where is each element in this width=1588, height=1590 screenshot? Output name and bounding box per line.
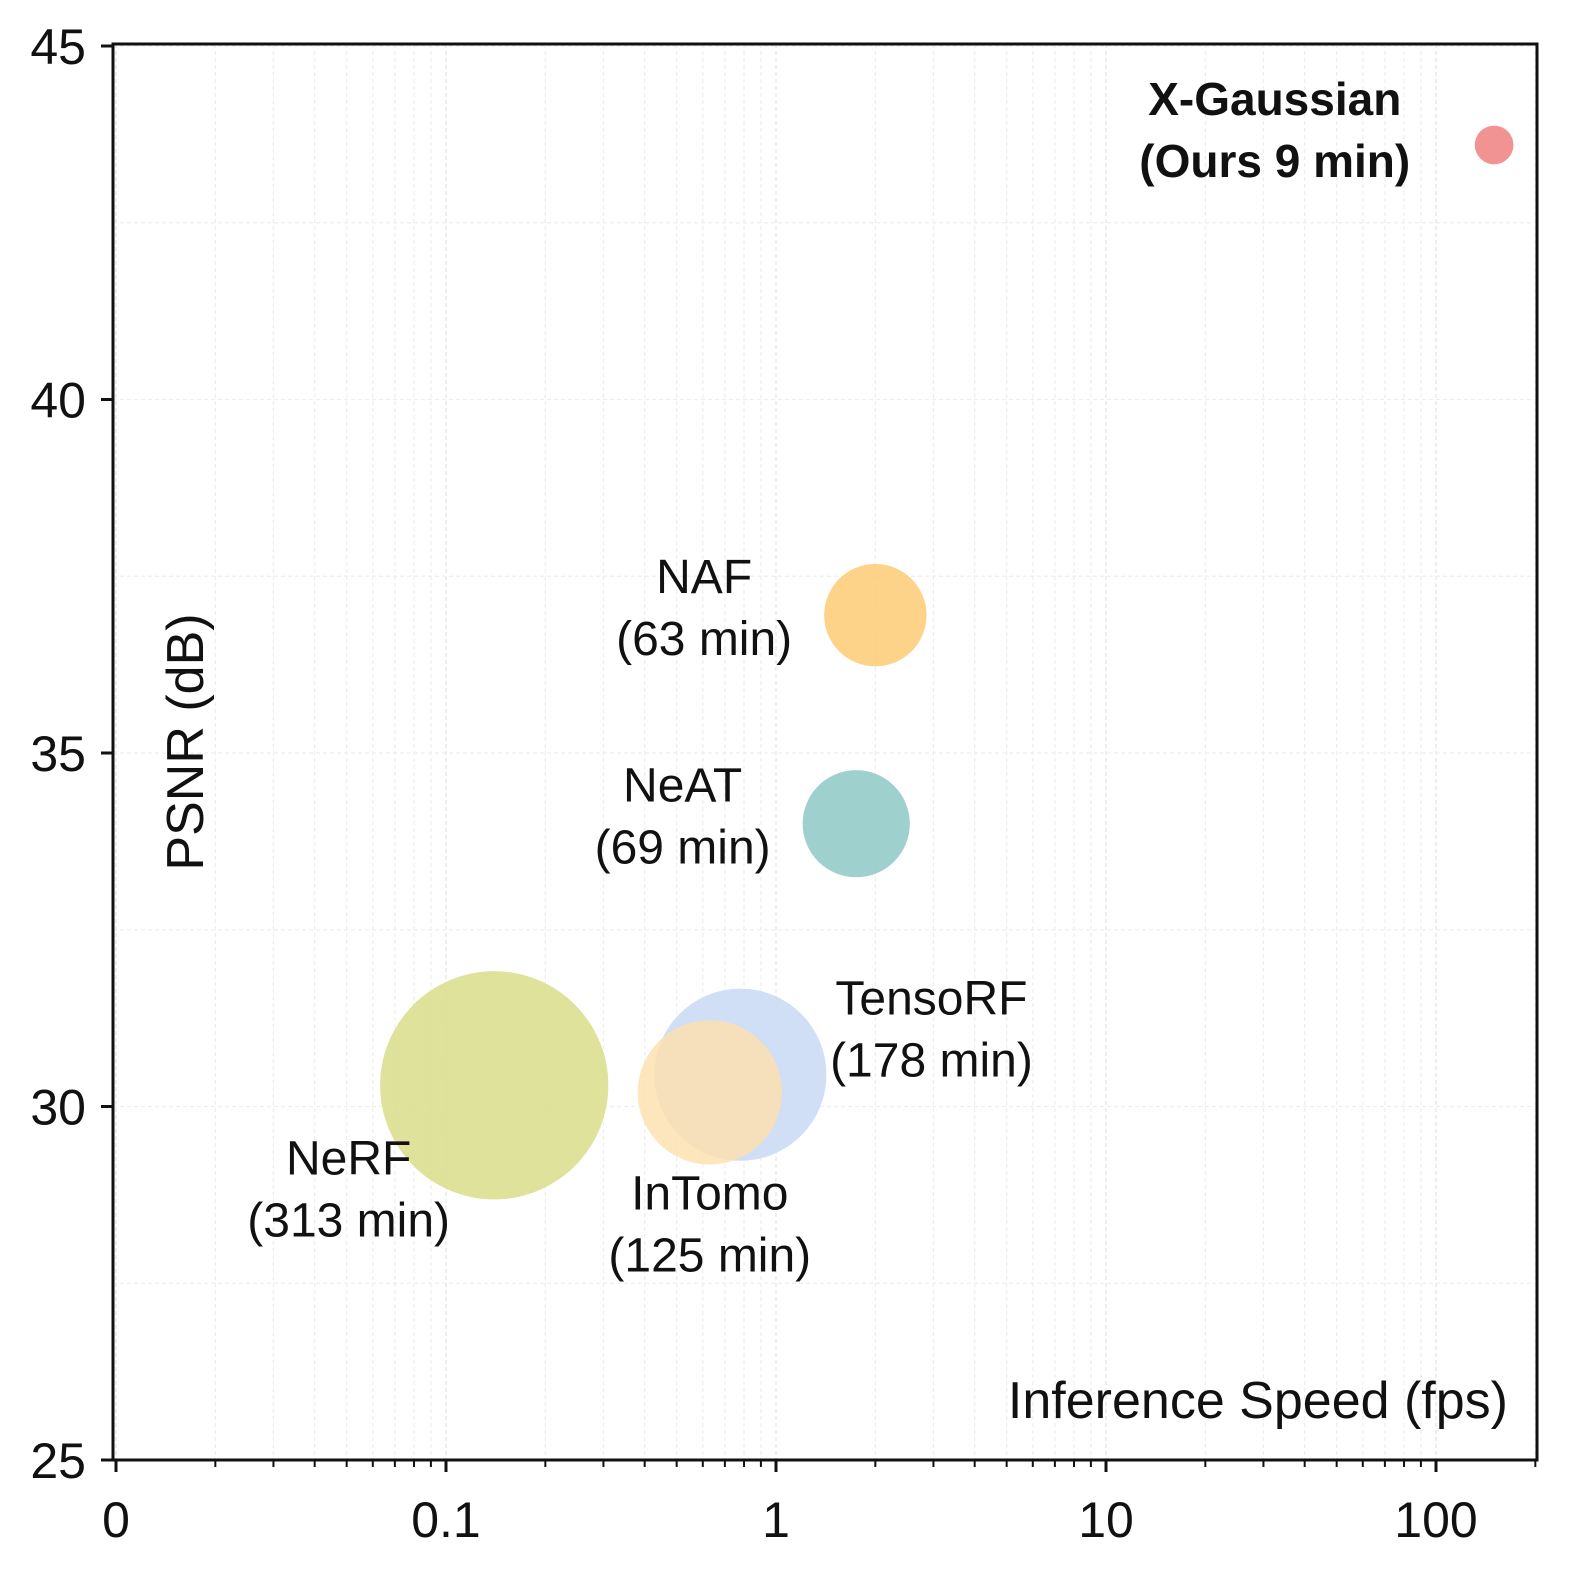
point-time-label: (125 min) bbox=[608, 1229, 811, 1282]
point-name-label: NeRF bbox=[286, 1133, 411, 1186]
x-tick-label: 10 bbox=[1078, 1492, 1134, 1548]
point-labels: NeRF (313 min) TensoRF (178 min) InTomo (125 … bbox=[247, 73, 1410, 1282]
grid bbox=[113, 44, 1537, 1460]
bubble-naf bbox=[824, 563, 927, 667]
x-tick-label: 0.1 bbox=[411, 1492, 481, 1548]
y-tick-label: 30 bbox=[30, 1080, 86, 1136]
point-time-label: (178 min) bbox=[830, 1035, 1033, 1088]
bubble-intomo bbox=[637, 1020, 782, 1165]
point-time-label: (63 min) bbox=[616, 613, 792, 666]
bubble-x-gaussian bbox=[1474, 125, 1514, 165]
y-axis-title: PSNR (dB) bbox=[157, 613, 215, 870]
point-name-label: NAF bbox=[656, 551, 752, 604]
y-tick-label: 25 bbox=[30, 1433, 86, 1489]
x-tick-label: 0 bbox=[102, 1492, 130, 1548]
point-name-label: TensoRF bbox=[835, 973, 1027, 1026]
point-time-label: (Ours 9 min) bbox=[1139, 135, 1410, 187]
y-tick-label: 35 bbox=[30, 726, 86, 782]
y-tick-label: 45 bbox=[30, 19, 86, 75]
point-name-label: X-Gaussian bbox=[1148, 73, 1401, 125]
point-name-label: NeAT bbox=[623, 760, 742, 813]
ticks: 0 0.1 1 10 100 25 30 35 40 45 bbox=[30, 19, 1537, 1548]
bubble-neat bbox=[802, 770, 910, 878]
bubble-nerf bbox=[380, 971, 609, 1200]
bubbles bbox=[380, 125, 1514, 1200]
x-tick-label: 1 bbox=[762, 1492, 790, 1548]
x-tick-label: 100 bbox=[1394, 1492, 1477, 1548]
x-axis-title: Inference Speed (fps) bbox=[1008, 1372, 1508, 1430]
point-name-label: InTomo bbox=[631, 1167, 788, 1220]
point-time-label: (69 min) bbox=[595, 822, 771, 875]
y-tick-label: 40 bbox=[30, 373, 86, 429]
point-time-label: (313 min) bbox=[247, 1195, 450, 1248]
